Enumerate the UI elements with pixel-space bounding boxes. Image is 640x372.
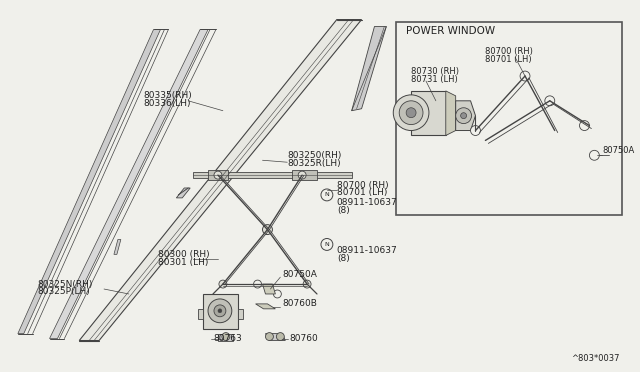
Polygon shape <box>351 26 387 111</box>
Circle shape <box>579 121 589 131</box>
Circle shape <box>589 150 599 160</box>
Circle shape <box>399 101 423 125</box>
Text: 08911-10637: 08911-10637 <box>337 198 397 207</box>
Text: 80760: 80760 <box>289 334 318 343</box>
Text: 80760B: 80760B <box>282 299 317 308</box>
Circle shape <box>218 309 222 313</box>
Text: 80336(LH): 80336(LH) <box>143 99 191 108</box>
Polygon shape <box>237 309 243 319</box>
Text: 80325N(RH): 80325N(RH) <box>38 280 93 289</box>
Text: 80700 (RH): 80700 (RH) <box>485 47 533 56</box>
Text: 80325R(LH): 80325R(LH) <box>287 159 341 168</box>
Polygon shape <box>198 309 203 319</box>
Circle shape <box>276 333 284 340</box>
Circle shape <box>208 299 232 323</box>
Text: 80301 (LH): 80301 (LH) <box>159 258 209 267</box>
Circle shape <box>303 280 311 288</box>
Polygon shape <box>218 334 233 340</box>
Circle shape <box>406 108 416 118</box>
Text: N: N <box>324 192 329 198</box>
Text: 80335(RH): 80335(RH) <box>143 92 193 100</box>
Text: 80325P(LH): 80325P(LH) <box>38 288 90 296</box>
Polygon shape <box>446 91 456 135</box>
Text: ^803*0037: ^803*0037 <box>571 354 619 363</box>
Polygon shape <box>411 91 446 135</box>
Circle shape <box>253 280 262 288</box>
Polygon shape <box>255 304 275 309</box>
Polygon shape <box>49 29 208 339</box>
Circle shape <box>545 96 555 106</box>
Circle shape <box>298 171 306 179</box>
Text: 80730 (RH): 80730 (RH) <box>411 67 459 76</box>
Polygon shape <box>208 170 228 180</box>
Bar <box>396 22 622 215</box>
Circle shape <box>321 189 333 201</box>
Circle shape <box>321 238 333 250</box>
Text: (8): (8) <box>337 254 349 263</box>
Text: 80731 (LH): 80731 (LH) <box>411 74 458 84</box>
Circle shape <box>520 71 530 81</box>
Polygon shape <box>79 20 362 340</box>
Text: (8): (8) <box>337 206 349 215</box>
Polygon shape <box>266 334 285 340</box>
Circle shape <box>273 290 282 298</box>
Text: 80750A: 80750A <box>282 270 317 279</box>
Polygon shape <box>456 101 476 131</box>
Text: 803250(RH): 803250(RH) <box>287 151 342 160</box>
Polygon shape <box>177 188 190 198</box>
Text: 80763: 80763 <box>213 334 242 343</box>
Circle shape <box>456 108 472 124</box>
Circle shape <box>222 333 230 340</box>
Polygon shape <box>292 170 317 180</box>
Circle shape <box>214 171 222 179</box>
Polygon shape <box>18 29 161 334</box>
Circle shape <box>266 333 273 340</box>
Polygon shape <box>193 172 351 178</box>
Text: 80701 (LH): 80701 (LH) <box>337 189 387 198</box>
Circle shape <box>470 126 481 135</box>
Text: 80700 (RH): 80700 (RH) <box>337 180 388 189</box>
Circle shape <box>393 95 429 131</box>
Circle shape <box>219 280 227 288</box>
Polygon shape <box>203 294 237 328</box>
Text: 08911-10637: 08911-10637 <box>337 246 397 255</box>
Polygon shape <box>262 284 275 294</box>
Polygon shape <box>114 240 121 254</box>
Text: 80300 (RH): 80300 (RH) <box>159 250 210 259</box>
Circle shape <box>262 225 273 234</box>
Circle shape <box>214 305 226 317</box>
Text: 80701 (LH): 80701 (LH) <box>485 55 532 64</box>
Circle shape <box>461 113 467 119</box>
Text: POWER WINDOW: POWER WINDOW <box>406 26 495 36</box>
Text: N: N <box>324 242 329 247</box>
Text: 80750A: 80750A <box>602 146 634 155</box>
